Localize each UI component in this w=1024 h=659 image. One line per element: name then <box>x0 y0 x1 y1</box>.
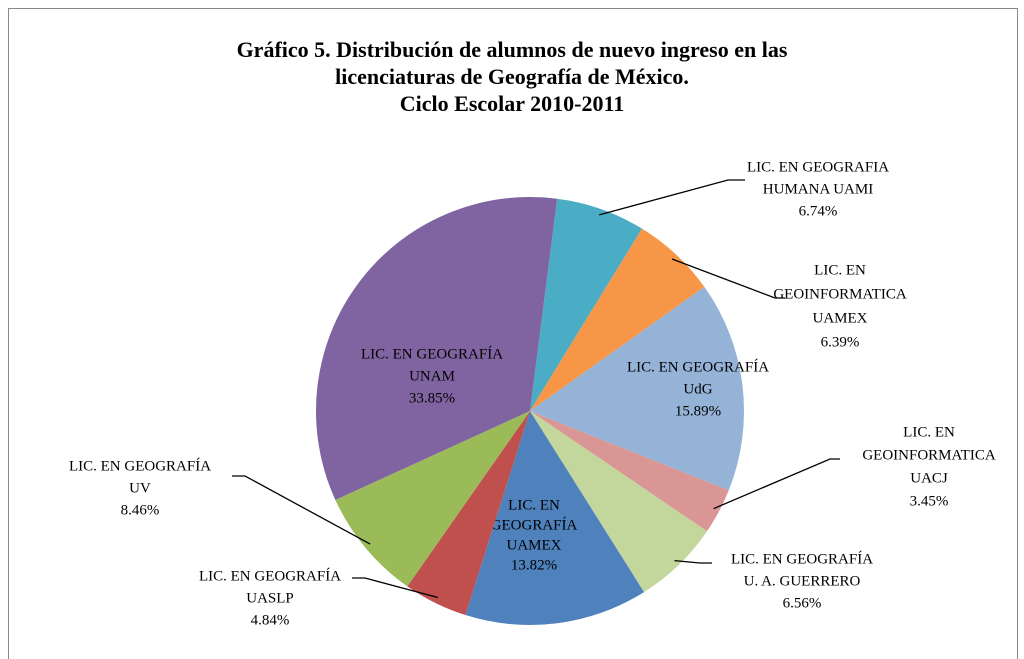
leader-line <box>713 458 840 510</box>
slice-label: LIC. EN GEOGRAFÍA <box>731 550 873 567</box>
slice-label: LIC. EN <box>508 497 560 513</box>
value-label: 15.89% <box>675 403 721 419</box>
value-label: 6.74% <box>799 203 838 219</box>
value-label: 3.45% <box>910 493 949 509</box>
slice-label: GEOINFORMATICA <box>773 286 907 302</box>
slice-label: U. A. GUERRERO <box>744 573 861 589</box>
pie-slice <box>530 228 705 411</box>
slice-label: LIC. EN <box>903 424 955 440</box>
pie-slice <box>530 286 745 491</box>
slice-label: LIC. EN <box>814 262 866 278</box>
slice-label: LIC. EN GEOGRAFÍA <box>199 567 341 584</box>
slice-label: UdG <box>683 381 712 397</box>
leader-line <box>671 258 785 299</box>
leader-line <box>674 559 712 564</box>
pie-slice <box>530 411 708 593</box>
pie-slice <box>465 411 645 625</box>
pie-slice <box>407 411 530 616</box>
slice-label: GEOINFORMATICA <box>862 447 996 463</box>
slice-label: LIC. EN GEOGRAFÍA <box>627 358 769 375</box>
chart-frame <box>8 8 1018 659</box>
leader-line <box>599 179 745 216</box>
chart-title: Gráfico 5. Distribución de alumnos de nu… <box>237 37 788 62</box>
slice-label: UAMEX <box>507 537 562 553</box>
slice-label: UV <box>129 480 151 496</box>
value-label: 6.39% <box>821 334 860 350</box>
value-label: 6.56% <box>783 595 822 611</box>
leader-line <box>232 475 371 545</box>
leader-line <box>352 577 439 599</box>
slice-label: UASLP <box>246 590 294 606</box>
chart-title: licenciaturas de Geografía de México. <box>335 64 689 89</box>
slice-label: LIC. EN GEOGRAFÍA <box>69 457 211 474</box>
slice-label: HUMANA UAMI <box>763 181 873 197</box>
slice-label: LIC. EN GEOGRAFÍA <box>361 345 503 362</box>
value-label: 4.84% <box>251 612 290 628</box>
pie-slice <box>316 197 558 500</box>
value-label: 8.46% <box>121 502 160 518</box>
slice-label: UACJ <box>910 470 948 486</box>
slice-label: GEOGRAFÍA <box>491 516 578 533</box>
value-label: 13.82% <box>511 557 557 573</box>
slice-label: UNAM <box>409 368 455 384</box>
slice-label: UAMEX <box>813 310 868 326</box>
slice-label: LIC. EN GEOGRAFIA <box>747 159 889 175</box>
pie-slice <box>530 411 729 532</box>
pie-slice <box>335 411 530 587</box>
pie-slice <box>530 198 643 411</box>
chart-title: Ciclo Escolar 2010-2011 <box>400 91 624 116</box>
value-label: 33.85% <box>409 390 455 406</box>
